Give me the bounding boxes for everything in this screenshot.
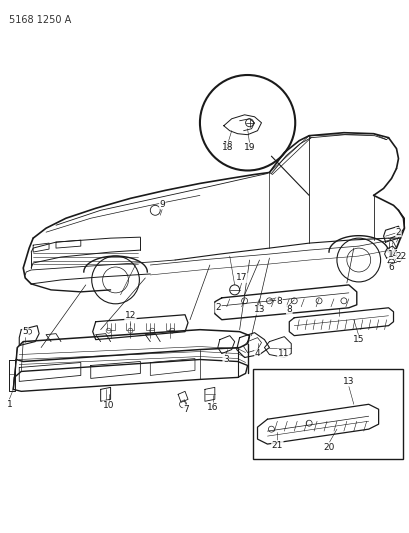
Text: 22: 22	[395, 252, 406, 261]
Text: 17: 17	[235, 273, 247, 282]
Text: 8: 8	[276, 297, 281, 306]
Bar	[252, 369, 402, 459]
Text: 18: 18	[221, 143, 233, 152]
Text: 5: 5	[22, 327, 28, 336]
Text: 18: 18	[222, 141, 232, 150]
Text: 10: 10	[103, 401, 114, 410]
Text: 3: 3	[222, 355, 228, 364]
Text: 2: 2	[395, 228, 400, 237]
Text: 5168 1250 A: 5168 1250 A	[9, 15, 72, 25]
Text: 14: 14	[387, 249, 398, 259]
Text: 7: 7	[183, 405, 189, 414]
Text: 9: 9	[159, 200, 165, 209]
Text: 1: 1	[7, 400, 12, 409]
Text: 19: 19	[244, 143, 254, 152]
Text: 16: 16	[207, 403, 218, 412]
Text: 20: 20	[323, 442, 334, 451]
Text: 6: 6	[388, 263, 393, 272]
Text: 19: 19	[243, 143, 255, 152]
Text: 11: 11	[277, 349, 288, 358]
Text: 8: 8	[286, 305, 292, 314]
Text: 4: 4	[254, 349, 260, 358]
Text: 13: 13	[342, 377, 354, 386]
Text: 2: 2	[214, 303, 220, 312]
Text: 12: 12	[124, 311, 136, 320]
Text: 21: 21	[271, 441, 282, 449]
Text: 13: 13	[253, 305, 265, 314]
Text: 15: 15	[352, 335, 364, 344]
